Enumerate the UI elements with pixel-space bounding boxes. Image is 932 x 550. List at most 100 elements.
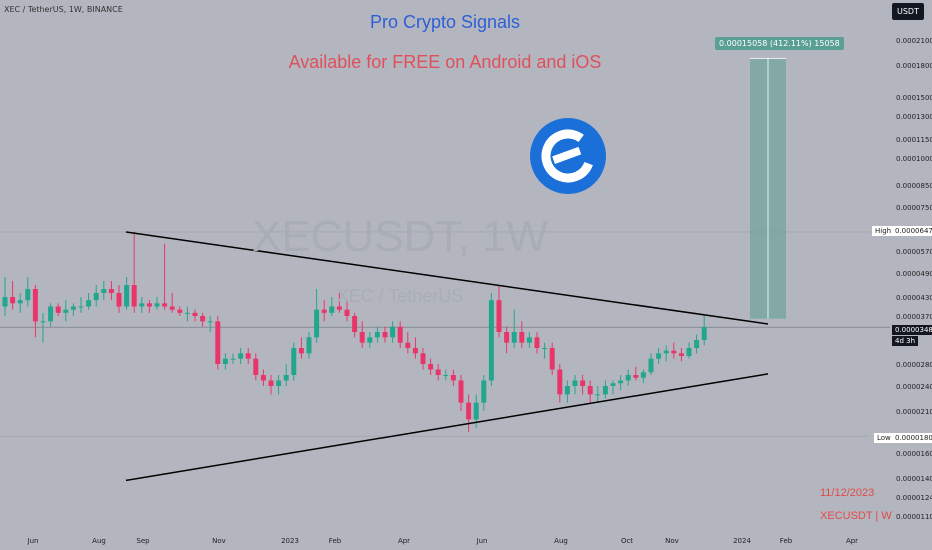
candle-body bbox=[230, 358, 236, 360]
candle-body bbox=[610, 383, 616, 386]
candle-body bbox=[344, 309, 350, 316]
candle-body bbox=[40, 321, 46, 323]
candle-body bbox=[192, 312, 198, 316]
candle-body bbox=[504, 332, 510, 343]
time-tick-label: Nov bbox=[665, 537, 679, 545]
price-tick-label: 0.00001100 bbox=[896, 513, 932, 521]
promo-subtitle: Available for FREE on Android and iOS bbox=[288, 52, 602, 72]
candle-body bbox=[222, 358, 228, 364]
time-tick-label: Jun bbox=[27, 537, 39, 545]
candle-body bbox=[511, 332, 517, 343]
candle-body bbox=[321, 309, 327, 313]
candle-body bbox=[93, 293, 99, 301]
candle-body bbox=[245, 353, 251, 359]
candle-body bbox=[473, 402, 479, 420]
time-tick-label: Nov bbox=[212, 537, 226, 545]
candle-body bbox=[162, 303, 168, 307]
candle-body bbox=[32, 289, 38, 322]
candle-body bbox=[146, 303, 152, 307]
time-tick-label: Aug bbox=[554, 537, 568, 545]
candle-body bbox=[55, 306, 61, 313]
candle-body bbox=[572, 380, 578, 386]
candle-body bbox=[169, 306, 175, 310]
candle-body bbox=[25, 289, 31, 301]
candle-body bbox=[587, 386, 593, 395]
candle-body bbox=[640, 372, 646, 378]
candle-body bbox=[663, 350, 669, 354]
candle-body bbox=[519, 332, 525, 343]
candle-body bbox=[496, 300, 502, 332]
candle-body bbox=[78, 306, 84, 308]
candle-body bbox=[542, 348, 548, 349]
candle-body bbox=[557, 369, 563, 395]
candle-body bbox=[367, 337, 373, 343]
lower-trendline bbox=[125, 373, 769, 482]
current-price-value: 0.00003487 bbox=[892, 325, 932, 335]
candle-body bbox=[428, 364, 434, 370]
candle-body bbox=[298, 348, 304, 354]
time-tick-label: 2023 bbox=[281, 537, 299, 545]
candle-body bbox=[200, 316, 206, 322]
candle-body bbox=[405, 342, 411, 348]
candle-body bbox=[656, 353, 662, 359]
time-tick-label: Oct bbox=[621, 537, 633, 545]
candle-body bbox=[435, 369, 441, 375]
candle-body bbox=[671, 350, 677, 354]
target-range-label: 0.00015058 (412.11%) 15058 bbox=[715, 37, 844, 50]
candle-body bbox=[443, 375, 449, 376]
candle-countdown: 4d 3h bbox=[892, 336, 919, 346]
candle-body bbox=[564, 386, 570, 395]
candle-body bbox=[382, 332, 388, 338]
candle-body bbox=[420, 353, 426, 364]
footer-date: 11/12/2023 bbox=[820, 487, 875, 499]
candle-body bbox=[625, 375, 631, 381]
time-tick-label: Aug bbox=[92, 537, 106, 545]
candle-body bbox=[595, 394, 601, 396]
candle-body bbox=[268, 380, 274, 386]
candle-body bbox=[314, 309, 320, 338]
time-tick-label: Sep bbox=[136, 537, 150, 545]
candle-body bbox=[116, 293, 122, 307]
candle-body bbox=[207, 321, 213, 323]
low-marker-label: Low bbox=[874, 433, 894, 443]
candle-body bbox=[701, 327, 707, 340]
ecash-logo-bar bbox=[552, 146, 582, 164]
candle-body bbox=[2, 297, 8, 307]
candle-body bbox=[374, 332, 380, 338]
candle-body bbox=[154, 303, 160, 307]
candle-body bbox=[283, 375, 289, 381]
candle-body bbox=[412, 348, 418, 354]
candle-body bbox=[253, 358, 259, 375]
candle-body bbox=[633, 375, 639, 378]
candle-body bbox=[694, 340, 700, 348]
promo-title: Pro Crypto Signals bbox=[369, 12, 521, 32]
currency-button[interactable]: USDT bbox=[892, 3, 924, 20]
candle-body bbox=[177, 309, 183, 313]
time-tick-label: Apr bbox=[398, 537, 410, 545]
candle-body bbox=[10, 297, 16, 304]
watermark-pair: XEC / TetherUS bbox=[336, 286, 464, 306]
candle-body bbox=[390, 326, 396, 338]
candle-body bbox=[329, 306, 335, 313]
candle-body bbox=[306, 337, 312, 354]
candle-body bbox=[184, 312, 190, 314]
candle-body bbox=[63, 309, 69, 313]
candle-body bbox=[70, 306, 76, 310]
candle-body bbox=[86, 300, 92, 307]
candle-body bbox=[215, 321, 221, 364]
candle-body bbox=[580, 380, 586, 386]
candle-body bbox=[488, 300, 494, 381]
